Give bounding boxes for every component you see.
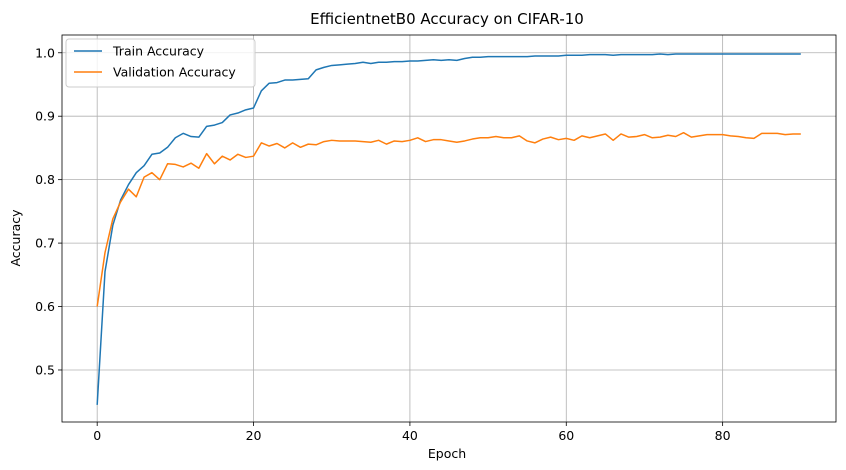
chart-title: EfficientnetB0 Accuracy on CIFAR-10 [310, 10, 584, 28]
y-tick-label: 0.9 [35, 109, 55, 124]
legend-label-validation-accuracy: Validation Accuracy [113, 65, 236, 80]
y-axis-label: Accuracy [8, 209, 23, 267]
y-tick-label: 0.8 [35, 172, 55, 187]
x-axis-label: Epoch [428, 446, 466, 461]
x-tick-label: 80 [715, 428, 731, 443]
legend-label-train-accuracy: Train Accuracy [112, 44, 205, 59]
y-tick-label: 1.0 [35, 45, 55, 60]
legend-box [65, 38, 256, 88]
x-tick-label: 0 [93, 428, 101, 443]
y-tick-label: 0.6 [35, 299, 55, 314]
x-tick-label: 20 [246, 428, 262, 443]
legend: Train Accuracy Validation Accuracy [65, 38, 256, 88]
x-tick-label: 40 [402, 428, 418, 443]
series-line-validation-accuracy [96, 131, 801, 307]
grid [62, 35, 836, 422]
series-line-train-accuracy [96, 53, 801, 405]
y-tick-label: 0.5 [35, 362, 55, 377]
x-tick-label: 60 [558, 428, 574, 443]
series-lines [96, 53, 801, 405]
axis-ticks: 0 20 40 60 80 0.5 0.6 0.7 0.8 0.9 1.0 [35, 45, 731, 443]
y-tick-label: 0.7 [35, 236, 55, 251]
plot-area-frame [61, 34, 837, 423]
